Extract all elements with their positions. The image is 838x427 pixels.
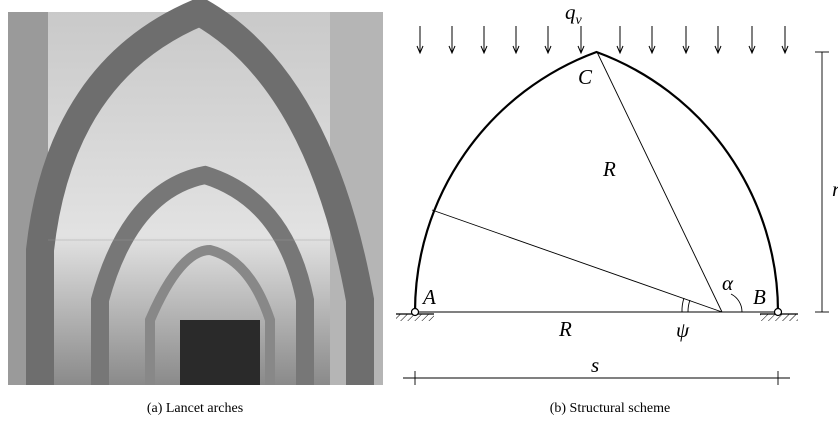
load-subscript: v bbox=[576, 13, 583, 28]
radius-label: R bbox=[558, 317, 572, 341]
load-arrow bbox=[416, 26, 424, 55]
angle-label: α bbox=[722, 271, 734, 295]
photo bbox=[8, 0, 383, 385]
load-arrow bbox=[577, 26, 585, 55]
load-arrow bbox=[682, 26, 690, 55]
caption: (a) Lancet arches bbox=[147, 401, 243, 416]
load-arrow bbox=[781, 26, 789, 55]
load-arrow bbox=[714, 26, 722, 55]
load-symbol: q bbox=[565, 0, 576, 24]
point-label: B bbox=[753, 285, 766, 309]
caption: (b) Structural scheme bbox=[550, 401, 671, 416]
span-label: s bbox=[591, 353, 599, 377]
point-label: A bbox=[421, 285, 436, 309]
load-arrow bbox=[648, 26, 656, 55]
point-label: C bbox=[578, 65, 593, 89]
structural-scheme bbox=[396, 26, 829, 385]
load-arrow bbox=[748, 26, 756, 55]
rise-label: r bbox=[832, 177, 838, 201]
angle-label: ψ bbox=[676, 318, 690, 342]
load-arrow bbox=[544, 26, 552, 55]
radius-label: R bbox=[602, 157, 616, 181]
load-arrow bbox=[616, 26, 624, 55]
load-arrow bbox=[512, 26, 520, 55]
load-arrow bbox=[480, 26, 488, 55]
load-arrow bbox=[448, 26, 456, 55]
load-label: qv bbox=[565, 0, 583, 28]
